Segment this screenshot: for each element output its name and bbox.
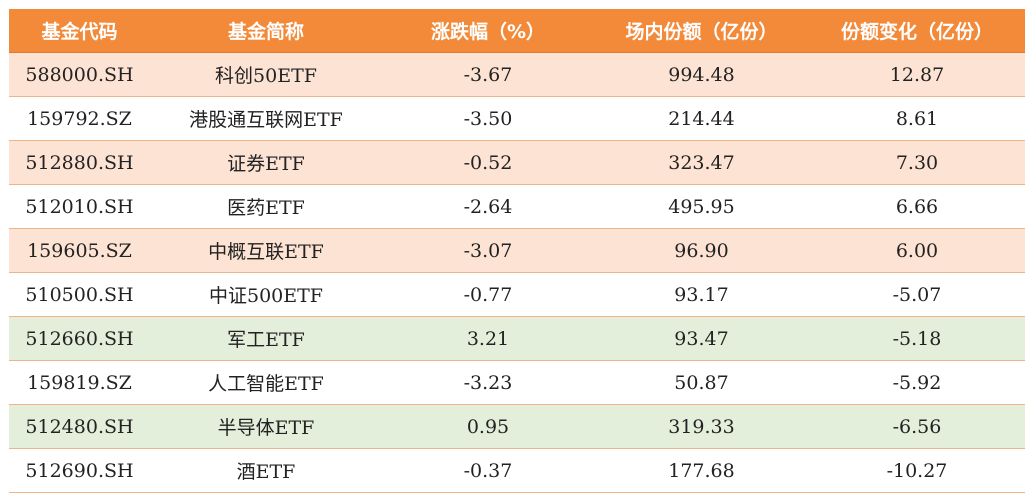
fund-name-cell: 港股通互联网ETF	[150, 96, 382, 141]
exchange-shares-cell: 50.87	[594, 360, 809, 405]
fund-code-cell: 159792.SZ	[9, 96, 150, 141]
table-row: 512480.SH 半导体ETF 0.95 319.33 -6.56	[9, 404, 1025, 449]
table-row: 512880.SH 证券ETF -0.52 323.47 7.30	[9, 140, 1025, 185]
header-share-change: 份额变化（亿份）	[809, 9, 1025, 53]
change-pct-cell: -2.64	[382, 184, 594, 229]
fund-code-cell: 159819.SZ	[9, 360, 150, 405]
fund-code-cell: 512010.SH	[9, 184, 150, 229]
table-row: 159605.SZ 中概互联ETF -3.07 96.90 6.00	[9, 228, 1025, 273]
change-pct-cell: 0.95	[382, 404, 594, 449]
exchange-shares-cell: 93.47	[594, 316, 809, 361]
exchange-shares-cell: 495.95	[594, 184, 809, 229]
fund-name-cell: 医药ETF	[150, 184, 382, 229]
table-row: 588000.SH 科创50ETF -3.67 994.48 12.87	[9, 52, 1025, 97]
change-pct-cell: -3.67	[382, 52, 594, 97]
change-pct-cell: -3.07	[382, 228, 594, 273]
fund-name-cell: 人工智能ETF	[150, 360, 382, 405]
fund-code-cell: 512880.SH	[9, 140, 150, 185]
exchange-shares-cell: 93.17	[594, 272, 809, 317]
table-row: 512660.SH 军工ETF 3.21 93.47 -5.18	[9, 316, 1025, 361]
header-row: 基金代码 基金简称 涨跌幅（%） 场内份额（亿份） 份额变化（亿份）	[9, 9, 1025, 53]
share-change-cell: 12.87	[809, 52, 1025, 97]
share-change-cell: -10.27	[809, 448, 1025, 493]
fund-code-cell: 512660.SH	[9, 316, 150, 361]
fund-name-cell: 半导体ETF	[150, 404, 382, 449]
share-change-cell: -5.18	[809, 316, 1025, 361]
exchange-shares-cell: 96.90	[594, 228, 809, 273]
fund-code-cell: 512480.SH	[9, 404, 150, 449]
share-change-cell: 7.30	[809, 140, 1025, 185]
fund-name-cell: 证券ETF	[150, 140, 382, 185]
change-pct-cell: 3.21	[382, 316, 594, 361]
share-change-cell: -6.56	[809, 404, 1025, 449]
fund-name-cell: 中证500ETF	[150, 272, 382, 317]
header-change-pct: 涨跌幅（%）	[382, 9, 594, 53]
fund-code-cell: 512690.SH	[9, 448, 150, 493]
fund-name-cell: 军工ETF	[150, 316, 382, 361]
fund-code-cell: 510500.SH	[9, 272, 150, 317]
change-pct-cell: -0.52	[382, 140, 594, 185]
table-row: 512690.SH 酒ETF -0.37 177.68 -10.27	[9, 448, 1025, 493]
change-pct-cell: -3.23	[382, 360, 594, 405]
exchange-shares-cell: 319.33	[594, 404, 809, 449]
header-fund-name: 基金简称	[150, 9, 382, 53]
header-fund-code: 基金代码	[9, 9, 150, 53]
share-change-cell: 6.66	[809, 184, 1025, 229]
fund-code-cell: 588000.SH	[9, 52, 150, 97]
share-change-cell: 8.61	[809, 96, 1025, 141]
change-pct-cell: -3.50	[382, 96, 594, 141]
fund-name-cell: 科创50ETF	[150, 52, 382, 97]
exchange-shares-cell: 994.48	[594, 52, 809, 97]
table-row: 159792.SZ 港股通互联网ETF -3.50 214.44 8.61	[9, 96, 1025, 141]
exchange-shares-cell: 214.44	[594, 96, 809, 141]
etf-share-table: 基金代码 基金简称 涨跌幅（%） 场内份额（亿份） 份额变化（亿份） 58800…	[9, 9, 1025, 493]
table-row: 159819.SZ 人工智能ETF -3.23 50.87 -5.92	[9, 360, 1025, 405]
header-exchange-shares: 场内份额（亿份）	[594, 9, 809, 53]
change-pct-cell: -0.77	[382, 272, 594, 317]
share-change-cell: -5.92	[809, 360, 1025, 405]
table-row: 512010.SH 医药ETF -2.64 495.95 6.66	[9, 184, 1025, 229]
exchange-shares-cell: 323.47	[594, 140, 809, 185]
share-change-cell: 6.00	[809, 228, 1025, 273]
share-change-cell: -5.07	[809, 272, 1025, 317]
fund-code-cell: 159605.SZ	[9, 228, 150, 273]
table-row: 510500.SH 中证500ETF -0.77 93.17 -5.07	[9, 272, 1025, 317]
change-pct-cell: -0.37	[382, 448, 594, 493]
exchange-shares-cell: 177.68	[594, 448, 809, 493]
fund-name-cell: 中概互联ETF	[150, 228, 382, 273]
fund-name-cell: 酒ETF	[150, 448, 382, 493]
table-body: 588000.SH 科创50ETF -3.67 994.48 12.87 159792.S…	[9, 52, 1025, 493]
